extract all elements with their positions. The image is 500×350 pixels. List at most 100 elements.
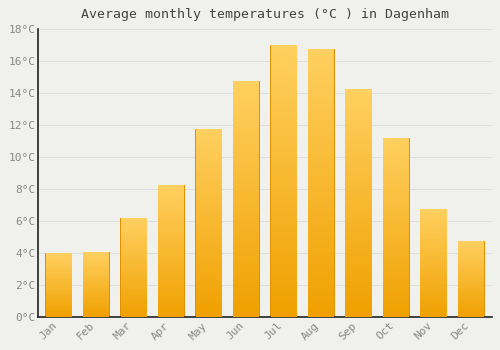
Bar — [383, 169, 409, 170]
Bar — [233, 217, 260, 218]
Bar — [158, 315, 184, 316]
Bar — [458, 256, 484, 257]
Bar — [383, 194, 409, 195]
Bar — [196, 266, 222, 267]
Bar — [120, 271, 147, 272]
Bar — [233, 140, 260, 141]
Bar — [346, 130, 372, 131]
Bar — [346, 203, 372, 204]
Bar — [120, 218, 147, 317]
Bar — [346, 94, 372, 96]
Bar — [420, 220, 446, 221]
Bar — [196, 301, 222, 302]
Bar — [383, 204, 409, 205]
Bar — [383, 311, 409, 312]
Bar — [270, 98, 297, 100]
Bar — [233, 184, 260, 185]
Bar — [233, 273, 260, 274]
Bar — [346, 268, 372, 270]
Bar — [308, 312, 334, 314]
Bar — [233, 107, 260, 108]
Bar — [158, 312, 184, 313]
Bar — [420, 267, 446, 268]
Bar — [383, 196, 409, 197]
Bar — [346, 300, 372, 301]
Bar — [270, 48, 297, 50]
Bar — [270, 154, 297, 156]
Bar — [346, 229, 372, 231]
Bar — [196, 215, 222, 216]
Bar — [233, 264, 260, 265]
Bar — [196, 181, 222, 182]
Bar — [308, 174, 334, 175]
Bar — [120, 298, 147, 299]
Bar — [458, 306, 484, 307]
Bar — [158, 216, 184, 217]
Bar — [196, 211, 222, 212]
Bar — [308, 159, 334, 160]
Bar — [346, 196, 372, 197]
Bar — [233, 247, 260, 249]
Bar — [346, 314, 372, 315]
Bar — [233, 250, 260, 251]
Bar — [308, 280, 334, 281]
Bar — [383, 159, 409, 160]
Bar — [270, 191, 297, 193]
Bar — [308, 162, 334, 163]
Bar — [233, 104, 260, 105]
Bar — [196, 212, 222, 213]
Bar — [383, 271, 409, 272]
Bar — [196, 309, 222, 310]
Bar — [383, 239, 409, 240]
Bar — [233, 94, 260, 95]
Bar — [196, 241, 222, 242]
Bar — [308, 237, 334, 238]
Bar — [383, 233, 409, 234]
Bar — [158, 259, 184, 260]
Bar — [420, 253, 446, 254]
Bar — [120, 290, 147, 291]
Bar — [233, 251, 260, 252]
Bar — [383, 183, 409, 184]
Bar — [120, 281, 147, 282]
Bar — [458, 250, 484, 251]
Bar — [420, 222, 446, 223]
Bar — [308, 195, 334, 196]
Bar — [270, 74, 297, 75]
Bar — [308, 84, 334, 85]
Bar — [308, 86, 334, 88]
Bar — [270, 183, 297, 184]
Bar — [346, 92, 372, 93]
Bar — [383, 193, 409, 194]
Bar — [383, 215, 409, 216]
Bar — [383, 175, 409, 176]
Bar — [346, 127, 372, 129]
Bar — [383, 240, 409, 241]
Bar — [308, 89, 334, 90]
Bar — [420, 243, 446, 244]
Bar — [270, 266, 297, 267]
Bar — [233, 316, 260, 317]
Bar — [270, 312, 297, 313]
Bar — [158, 196, 184, 197]
Bar — [346, 147, 372, 148]
Bar — [196, 254, 222, 255]
Bar — [270, 262, 297, 263]
Bar — [383, 162, 409, 163]
Bar — [196, 130, 222, 131]
Bar — [308, 233, 334, 234]
Bar — [120, 235, 147, 236]
Bar — [196, 151, 222, 152]
Bar — [120, 248, 147, 249]
Bar — [270, 51, 297, 52]
Bar — [345, 89, 372, 317]
Bar — [270, 131, 297, 133]
Bar — [420, 316, 446, 317]
Bar — [346, 224, 372, 225]
Bar — [233, 103, 260, 104]
Bar — [383, 237, 409, 238]
Bar — [308, 202, 334, 203]
Bar — [233, 136, 260, 138]
Bar — [346, 244, 372, 245]
Bar — [158, 308, 184, 309]
